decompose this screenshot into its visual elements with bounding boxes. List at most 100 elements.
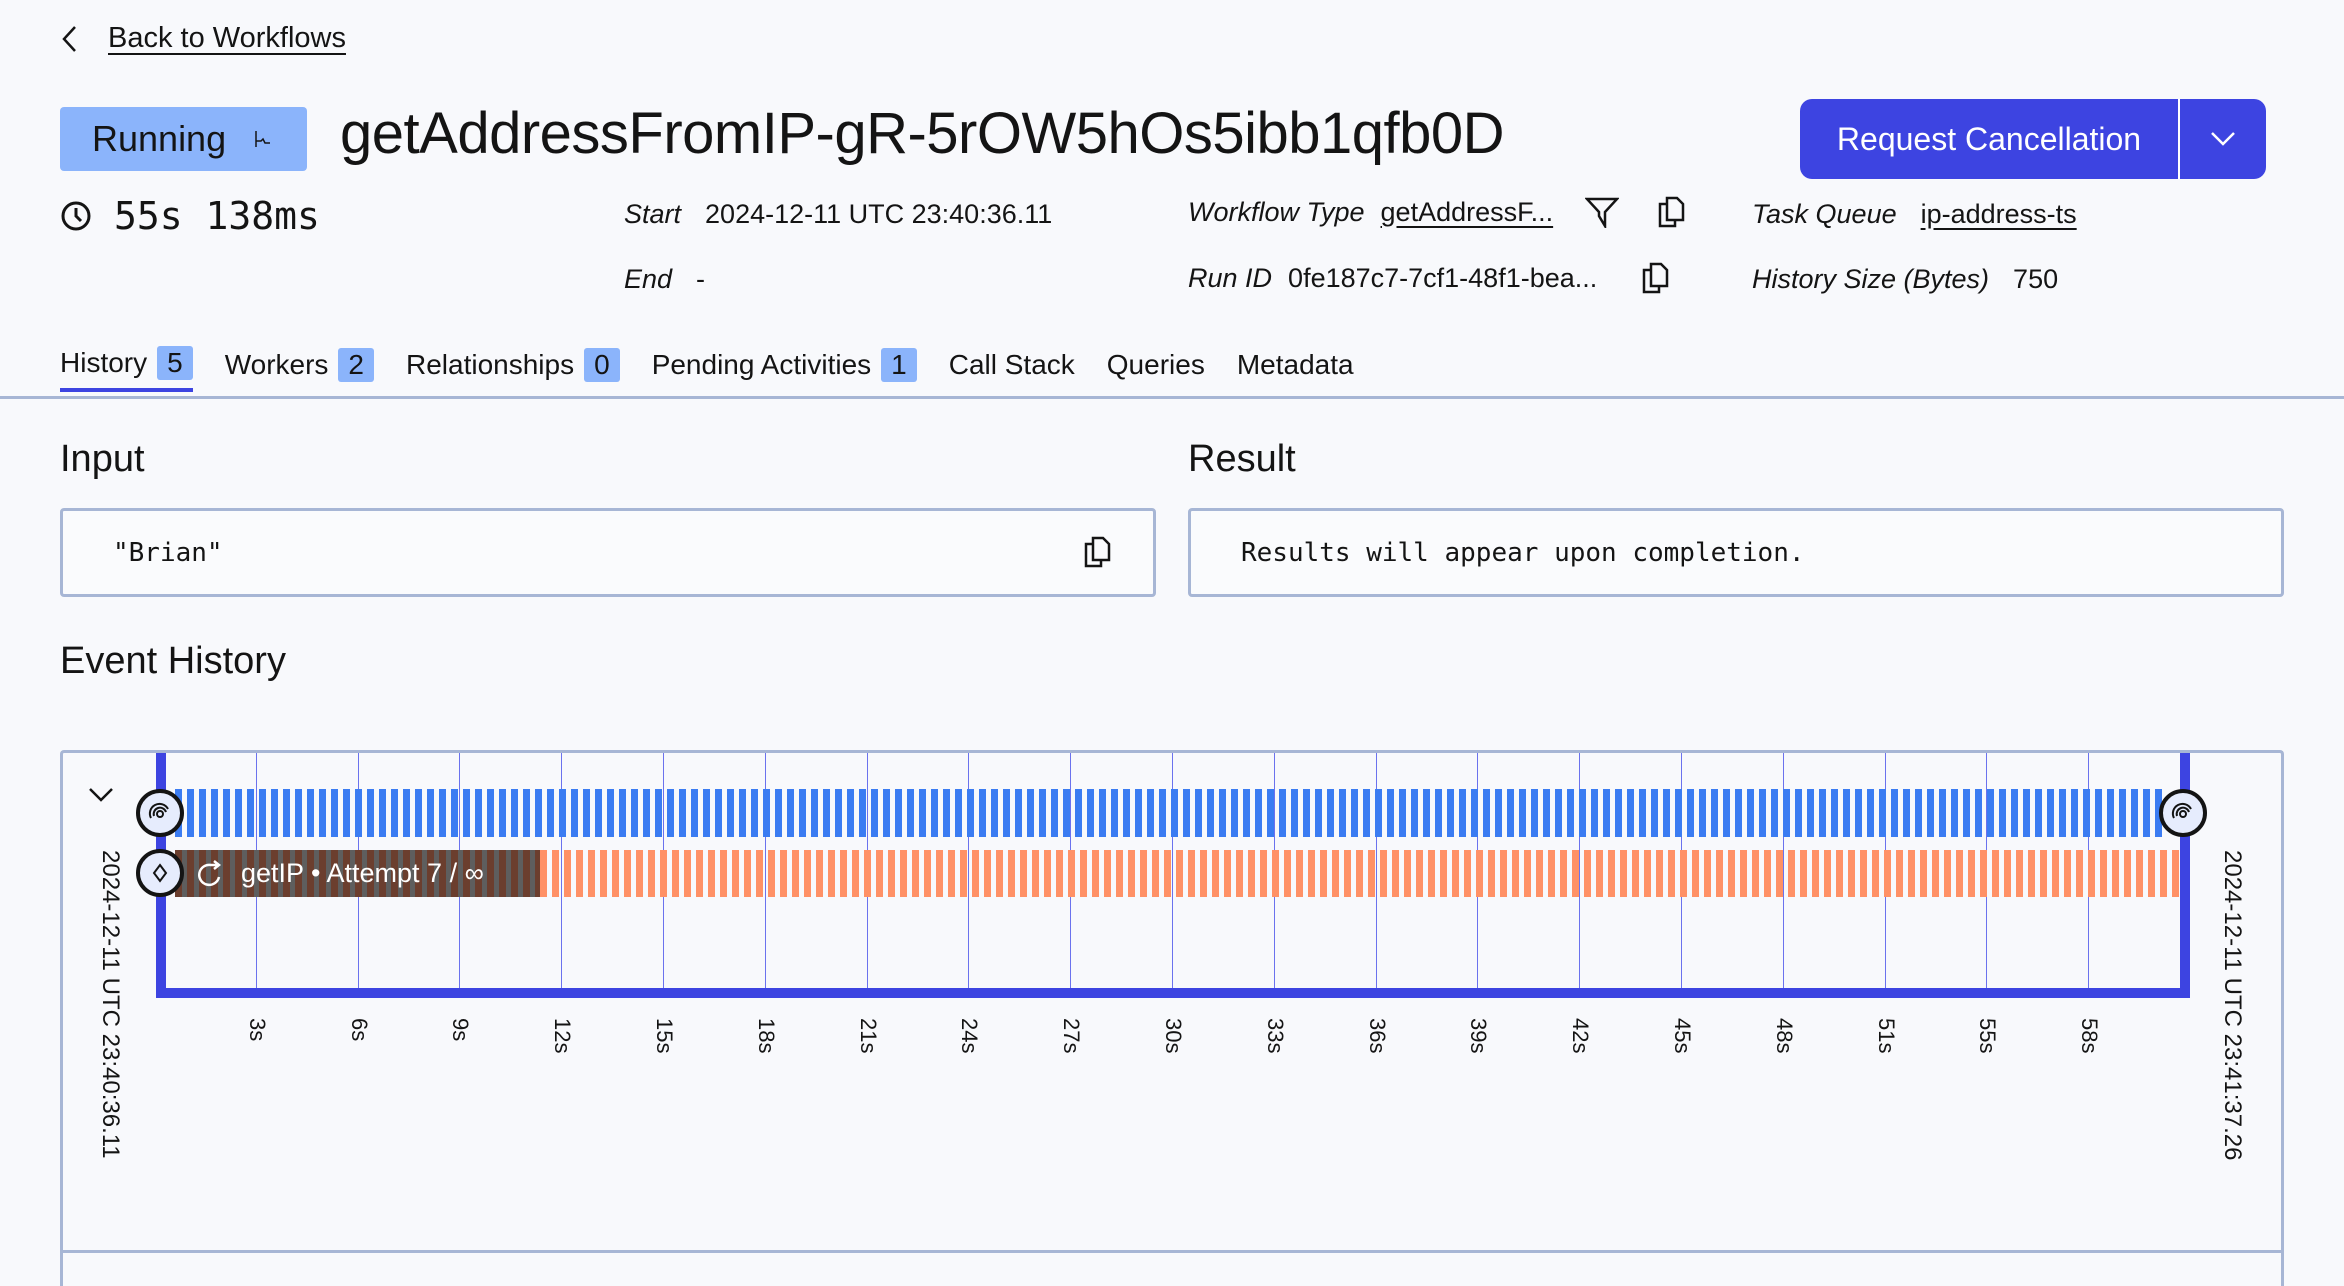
request-cancellation-button[interactable]: Request Cancellation: [1800, 99, 2180, 179]
copy-icon[interactable]: [1641, 262, 1669, 294]
tab-label: Pending Activities: [651, 349, 872, 380]
tab-bar: History 5 Workers 2 Relationships 0 Pending…: [60, 346, 1354, 392]
run-id-value: 0fe187c7-7cf1-48f1-bea...: [1288, 262, 1598, 293]
task-queue-link[interactable]: ip-address-ts: [1920, 199, 2077, 229]
timeline-tick-label: 9s: [448, 1018, 474, 1042]
tab-label: Workers: [224, 349, 329, 380]
timeline-end-time: 2024-12-11 UTC 23:41:37.26: [2219, 850, 2246, 1161]
task-queue-field: Task Queue ip-address-ts: [1752, 199, 2077, 230]
workflow-bar[interactable]: [175, 789, 2165, 837]
workflow-icon: [2171, 802, 2192, 819]
filter-icon[interactable]: [1585, 196, 1620, 228]
input-box: "Brian": [60, 508, 1156, 597]
history-size-value: 750: [2013, 264, 2059, 294]
tab-workers[interactable]: Workers 2: [225, 346, 374, 392]
end-label: End: [624, 264, 673, 294]
start-value: 2024-12-11 UTC 23:40:36.11: [705, 199, 1053, 229]
timeline-axis-right: [2180, 753, 2190, 998]
chevron-left-icon: [62, 25, 76, 52]
retry-icon: [198, 859, 222, 886]
chevron-down-icon: [2211, 132, 2235, 146]
timeline-tick-label: 24s: [957, 1018, 983, 1054]
timeline-tick-label: 6s: [346, 1018, 372, 1042]
tab-label: Relationships: [406, 349, 575, 380]
tab-count-badge: 1: [881, 348, 917, 382]
duration-value: 55s 138ms: [114, 194, 320, 238]
activity-label: getIP • Attempt 7 / ∞: [241, 858, 484, 888]
workflow-id-title: getAddressFromIP-gR-5rOW5hOs5ibb1qfb0D: [340, 101, 1505, 166]
timeline-tick-label: 36s: [1364, 1018, 1390, 1054]
timeline-tick-label: 33s: [1262, 1018, 1288, 1054]
timeline-tick-label: 39s: [1466, 1018, 1492, 1054]
back-to-workflows-link[interactable]: Back to Workflows: [108, 22, 346, 54]
result-heading: Result: [1188, 438, 1296, 480]
timeline-tick-label: 45s: [1670, 1018, 1695, 1054]
timeline-axis-bottom: [156, 988, 2190, 998]
timeline-tick-label: 51s: [1873, 1018, 1899, 1054]
activity-bar[interactable]: getIP • Attempt 7 / ∞: [175, 850, 540, 897]
tab-metadata[interactable]: Metadata: [1237, 346, 1354, 392]
tab-relationships[interactable]: Relationships 0: [406, 346, 620, 392]
clock-icon: [61, 201, 91, 231]
end-field: End -: [624, 264, 705, 295]
result-value: Results will appear upon completion.: [1241, 537, 1805, 568]
start-label: Start: [624, 199, 682, 229]
status-badge: Running: [60, 107, 307, 171]
timeline-tick-label: 12s: [550, 1018, 576, 1054]
diamond-icon: [152, 863, 168, 883]
tab-label: Metadata: [1236, 349, 1354, 380]
chevron-down-icon[interactable]: [88, 786, 114, 804]
history-size-field: History Size (Bytes) 750: [1752, 264, 2058, 295]
tab-label: Call Stack: [948, 349, 1075, 380]
workflow-type-link[interactable]: getAddressF...: [1380, 196, 1554, 227]
back-link[interactable]: Back to Workflows: [60, 22, 346, 55]
run-id-label: Run ID: [1188, 262, 1273, 293]
start-field: Start 2024-12-11 UTC 23:40:36.11: [624, 199, 1052, 230]
tab-divider: [0, 396, 2344, 399]
end-value: -: [696, 264, 706, 294]
tab-call-stack[interactable]: Call Stack: [949, 346, 1075, 392]
history-size-label: History Size (Bytes): [1752, 264, 1990, 294]
input-value: "Brian": [113, 537, 223, 568]
timeline-tick-label: 58s: [2077, 1018, 2103, 1054]
status-label: Running: [92, 118, 227, 159]
duration: 55s 138ms: [60, 194, 320, 238]
task-queue-label: Task Queue: [1752, 199, 1897, 229]
tab-history[interactable]: History 5: [60, 346, 193, 392]
timeline-tick-label: 27s: [1059, 1018, 1085, 1054]
workflow-end-node[interactable]: [2159, 789, 2207, 837]
copy-icon[interactable]: [1657, 196, 1685, 228]
activity-bar-pending[interactable]: [540, 850, 2180, 897]
timeline-start-time: 2024-12-11 UTC 23:40:36.11: [97, 850, 124, 1159]
result-box: Results will appear upon completion.: [1188, 508, 2284, 597]
activity-node[interactable]: [136, 849, 184, 897]
timeline-tick-label: 15s: [652, 1018, 677, 1054]
copy-icon[interactable]: [1083, 536, 1111, 568]
run-id-field: Run ID 0fe187c7-7cf1-48f1-bea...: [1188, 262, 1669, 294]
workflow-type-field: Workflow Type getAddressF...: [1188, 196, 1685, 228]
tab-label: Queries: [1106, 349, 1205, 380]
event-history-heading: Event History: [60, 640, 286, 682]
timeline-tick-label: 21s: [855, 1018, 881, 1054]
timeline-tick-label: 30s: [1161, 1018, 1186, 1054]
timeline-tick-label: 55s: [1975, 1018, 2001, 1054]
timeline-tick-label: 3s: [244, 1018, 270, 1042]
workflow-icon: [148, 802, 169, 819]
workflow-type-label: Workflow Type: [1188, 196, 1365, 227]
tab-count-badge: 0: [584, 348, 620, 382]
running-icon: [255, 131, 271, 147]
workflow-start-node[interactable]: [136, 789, 184, 837]
tab-queries[interactable]: Queries: [1107, 346, 1205, 392]
tab-count-badge: 5: [157, 346, 193, 380]
request-cancellation-button-group: Request Cancellation: [1800, 99, 2266, 179]
timeline-tick-label: 18s: [753, 1018, 779, 1054]
timeline-tick-label: 42s: [1568, 1018, 1594, 1054]
timeline-bottom-divider: [60, 1250, 2284, 1253]
timeline-container: [60, 750, 2284, 1286]
tab-pending-activities[interactable]: Pending Activities 1: [652, 346, 917, 392]
tab-count-badge: 2: [338, 348, 374, 382]
tab-label: History: [60, 347, 148, 378]
timeline-tick-label: 48s: [1771, 1018, 1797, 1054]
input-heading: Input: [60, 438, 145, 480]
actions-dropdown-button[interactable]: [2180, 99, 2266, 179]
